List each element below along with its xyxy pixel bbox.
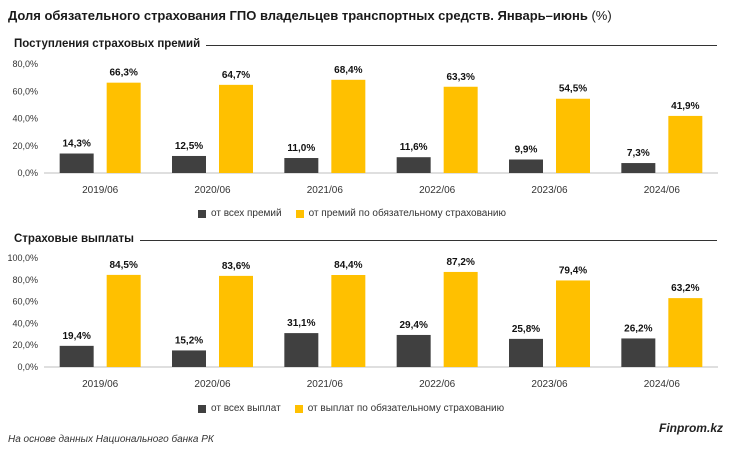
- section-divider-payouts: [14, 240, 717, 241]
- bar-mandatory: [443, 86, 478, 173]
- data-label: 25,8%: [512, 324, 540, 335]
- chart-payouts-svg: 0,0% 20,0% 40,0% 60,0% 80,0% 100,0% 19,4% 84,5%…: [7, 253, 718, 390]
- legend-label: от премий по обязательному страхованию: [308, 208, 506, 219]
- legend-swatch-accent: [294, 404, 303, 413]
- y-tick-label: 40,0%: [12, 114, 38, 124]
- section-title-payouts: Страховые выплаты: [14, 233, 140, 245]
- legend-item-all-premiums: от всех премий: [198, 208, 282, 219]
- bar-all: [284, 333, 319, 367]
- legend-swatch-accent: [295, 209, 304, 218]
- chart-title: Доля обязательного страхования ГПО владе…: [8, 8, 612, 23]
- x-tick-label: 2021/06: [307, 185, 344, 196]
- data-label: 9,9%: [515, 145, 538, 156]
- legend-item-mandatory-premiums: от премий по обязательному страхованию: [295, 208, 506, 219]
- chart-title-text: Доля обязательного страхования ГПО владе…: [8, 8, 588, 23]
- data-label: 11,0%: [287, 143, 315, 154]
- chart-premiums-svg: 0,0% 20,0% 40,0% 60,0% 80,0% 14,3% 66,3% 2019/0…: [12, 59, 718, 196]
- bar-all: [284, 158, 319, 173]
- data-label: 84,4%: [334, 260, 362, 271]
- data-label: 15,2%: [175, 335, 203, 346]
- data-label: 31,1%: [287, 318, 315, 329]
- y-tick-label: 20,0%: [12, 141, 38, 151]
- bar-mandatory: [106, 82, 141, 173]
- x-tick-label: 2019/06: [82, 185, 119, 196]
- bar-mandatory: [556, 98, 590, 173]
- data-label: 63,3%: [446, 72, 474, 83]
- data-label: 41,9%: [671, 101, 699, 112]
- bar-all: [172, 350, 206, 367]
- bar-mandatory: [219, 275, 253, 367]
- data-label: 54,5%: [559, 84, 587, 95]
- legend-swatch-dark: [198, 209, 206, 218]
- bar-all: [59, 345, 94, 367]
- data-label: 26,2%: [624, 323, 652, 334]
- data-label: 84,5%: [109, 260, 137, 271]
- bar-mandatory: [668, 115, 703, 173]
- legend-payouts: от всех выплат от выплат по обязательном…: [198, 403, 504, 414]
- section-title-premiums: Поступления страховых премий: [14, 38, 207, 50]
- data-label: 64,7%: [222, 70, 250, 81]
- bar-mandatory: [331, 275, 366, 367]
- x-tick-label: 2019/06: [82, 379, 119, 390]
- legend-label: от всех премий: [211, 208, 282, 219]
- y-tick-label: 40,0%: [12, 318, 38, 328]
- chart-payouts: 0,0% 20,0% 40,0% 60,0% 80,0% 100,0% 19,4% 84,5%…: [0, 250, 731, 395]
- data-label: 66,3%: [109, 68, 137, 79]
- data-label: 11,6%: [400, 142, 428, 153]
- y-tick-label: 80,0%: [12, 275, 38, 285]
- x-tick-label: 2021/06: [307, 379, 344, 390]
- brand-logo-text: Finprom.kz: [658, 421, 723, 435]
- bar-mandatory: [443, 271, 478, 367]
- x-tick-label: 2022/06: [419, 185, 456, 196]
- bar-mandatory: [556, 280, 590, 367]
- bar-all: [509, 338, 543, 367]
- y-tick-label: 0,0%: [17, 362, 38, 372]
- chart-premiums: 0,0% 20,0% 40,0% 60,0% 80,0% 14,3% 66,3% 2019/0…: [0, 56, 731, 201]
- x-tick-label: 2020/06: [194, 185, 231, 196]
- bar-all: [396, 334, 431, 367]
- x-tick-label: 2024/06: [644, 185, 681, 196]
- data-label: 7,3%: [627, 148, 650, 159]
- bar-mandatory: [106, 274, 141, 367]
- data-label: 14,3%: [62, 139, 90, 150]
- y-tick-label: 80,0%: [12, 59, 38, 69]
- legend-label: от всех выплат: [211, 403, 281, 414]
- data-label: 83,6%: [222, 261, 250, 272]
- x-tick-label: 2023/06: [531, 379, 568, 390]
- x-tick-label: 2024/06: [644, 379, 681, 390]
- x-tick-label: 2020/06: [194, 379, 231, 390]
- bar-mandatory: [331, 79, 366, 173]
- x-tick-label: 2022/06: [419, 379, 456, 390]
- data-label: 68,4%: [334, 65, 362, 76]
- legend-label: от выплат по обязательному страхованию: [307, 403, 505, 414]
- bar-all: [509, 159, 543, 173]
- bar-all: [396, 157, 431, 173]
- bar-all: [59, 153, 94, 173]
- legend-item-mandatory-payouts: от выплат по обязательному страхованию: [294, 403, 505, 414]
- y-tick-label: 20,0%: [12, 340, 38, 350]
- data-label: 63,2%: [671, 283, 699, 294]
- data-label: 87,2%: [446, 257, 474, 268]
- bar-mandatory: [668, 298, 703, 367]
- data-label: 29,4%: [399, 320, 427, 331]
- y-tick-label: 100,0%: [7, 253, 38, 263]
- bar-all: [621, 338, 656, 367]
- bar-all: [621, 163, 656, 173]
- legend-premiums: от всех премий от премий по обязательном…: [198, 208, 506, 219]
- data-label: 79,4%: [559, 265, 587, 276]
- y-tick-label: 60,0%: [12, 297, 38, 307]
- bar-mandatory: [219, 84, 253, 173]
- source-note: На основе данных Национального банка РК: [8, 434, 214, 445]
- y-tick-label: 60,0%: [12, 86, 38, 96]
- legend-swatch-dark: [198, 404, 206, 413]
- data-label: 19,4%: [62, 331, 90, 342]
- y-tick-label: 0,0%: [17, 168, 38, 178]
- section-divider-premiums: [14, 45, 717, 46]
- x-tick-label: 2023/06: [531, 185, 568, 196]
- bar-all: [172, 155, 206, 173]
- data-label: 12,5%: [175, 141, 203, 152]
- chart-title-unit: (%): [591, 8, 612, 23]
- legend-item-all-payouts: от всех выплат: [198, 403, 281, 414]
